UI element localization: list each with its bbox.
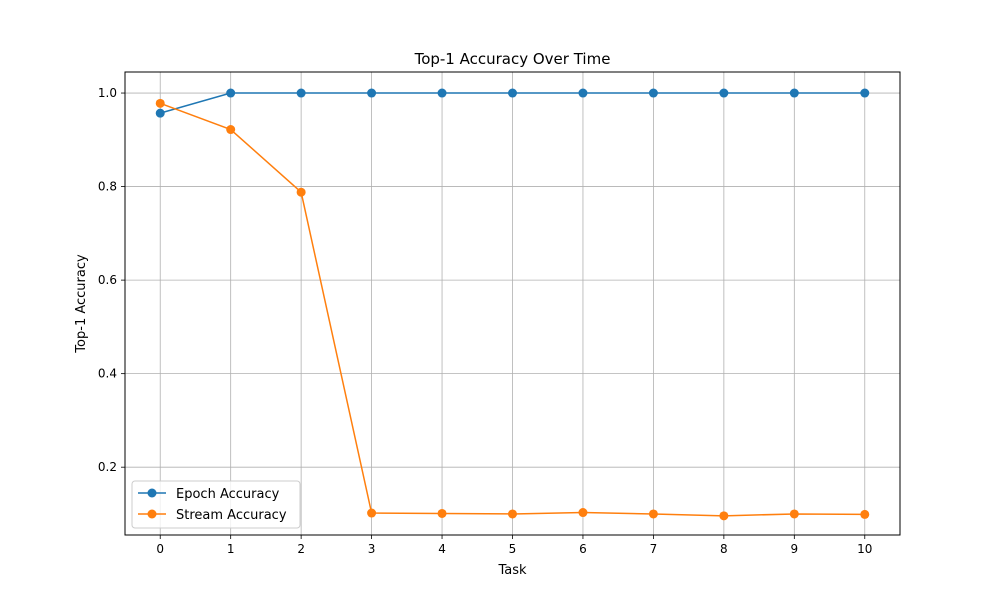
x-tick-label: 8 — [720, 542, 728, 556]
data-point — [860, 509, 870, 519]
series-epoch-accuracy — [155, 88, 870, 118]
data-point — [296, 187, 306, 197]
data-point — [367, 508, 377, 518]
data-point — [226, 125, 236, 135]
data-point — [155, 98, 165, 108]
x-tick-label: 4 — [438, 542, 446, 556]
y-tick-label: 0.8 — [98, 180, 117, 194]
y-tick-label: 0.6 — [98, 273, 117, 287]
data-point — [437, 88, 447, 98]
x-axis-label: Task — [497, 563, 527, 578]
legend-box — [131, 480, 301, 529]
x-tick-label: 10 — [857, 542, 872, 556]
x-tick-label: 7 — [650, 542, 658, 556]
y-tick-label: 1.0 — [98, 86, 117, 100]
data-point — [296, 88, 306, 98]
data-point — [719, 511, 729, 521]
data-point — [578, 88, 588, 98]
legend-epoch-label: Epoch Accuracy — [176, 487, 280, 502]
x-tick-label: 1 — [227, 542, 235, 556]
legend: Epoch Accuracy Stream Accuracy — [131, 480, 301, 529]
data-point — [648, 88, 658, 98]
legend-stream-marker — [147, 509, 157, 519]
data-point — [508, 509, 517, 519]
data-point — [789, 509, 799, 519]
data-point — [367, 88, 377, 98]
y-axis-label: Top-1 Accuracy — [74, 254, 89, 354]
x-tick-label: 3 — [368, 542, 376, 556]
data-point — [155, 108, 165, 118]
data-point — [226, 88, 236, 98]
x-tick-label: 2 — [297, 542, 305, 556]
x-tick-label: 5 — [509, 542, 517, 556]
legend-stream-label: Stream Accuracy — [176, 508, 287, 523]
y-tick-label: 0.4 — [98, 367, 117, 381]
x-tick-label: 9 — [790, 542, 798, 556]
chart-title: Top-1 Accuracy Over Time — [414, 50, 611, 68]
y-tick-label: 0.2 — [98, 460, 117, 474]
data-point — [508, 88, 517, 98]
data-point — [719, 88, 729, 98]
series-stream-accuracy — [155, 98, 870, 521]
data-point — [437, 508, 447, 518]
data-point — [648, 509, 658, 519]
data-point — [860, 88, 870, 98]
x-tick-label: 0 — [156, 542, 164, 556]
data-point — [578, 508, 588, 518]
legend-epoch-marker — [147, 488, 157, 498]
axis-ticks: 0 1 2 3 4 5 6 7 8 9 10 0.2 0.4 0.6 0.8 1.0 — [98, 86, 873, 556]
x-tick-label: 6 — [579, 542, 587, 556]
data-point — [789, 88, 799, 98]
series — [155, 88, 870, 521]
